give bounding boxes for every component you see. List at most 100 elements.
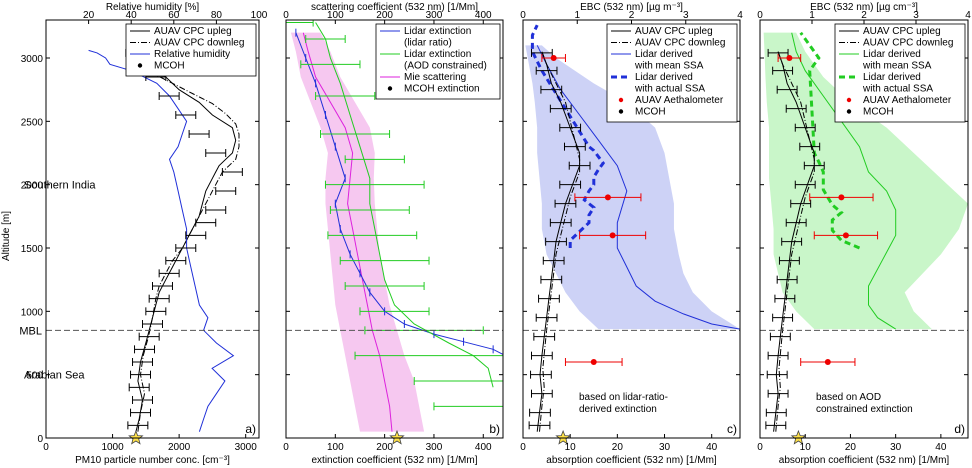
panel-annotation: constrained extinction xyxy=(816,404,913,415)
plot-area-a xyxy=(88,48,243,432)
error-bar xyxy=(132,396,153,404)
top-tick-label: 0 xyxy=(520,10,526,21)
error-bar xyxy=(300,60,361,69)
error-bar xyxy=(535,313,558,322)
x-tick-label: 200 xyxy=(376,442,393,453)
x-tick-label: 30 xyxy=(890,442,902,453)
x-tick-label: 0 xyxy=(43,442,49,453)
legend-label: with mean SSA xyxy=(862,61,932,72)
error-bar xyxy=(535,66,558,75)
x-tick-label: 10 xyxy=(565,442,577,453)
y-tick-label: 2000 xyxy=(21,181,44,192)
legend-entry: AUAV CPC upleg xyxy=(611,26,713,37)
x-axis-label: absorption coefficient (532 nm) [1/Mm] xyxy=(546,455,717,466)
y-tick-label: 3000 xyxy=(21,54,44,65)
panel-annotation: based on AOD xyxy=(816,392,881,403)
mcoh-star-marker xyxy=(555,429,571,445)
legend-label: MCOH extinction xyxy=(404,84,480,95)
legend-label: with mean SSA xyxy=(634,61,704,72)
legend-label: (lidar ratio) xyxy=(404,38,452,49)
series-line xyxy=(536,45,740,330)
aethalometer-point xyxy=(579,231,647,240)
error-bar xyxy=(433,402,503,411)
error-bar xyxy=(549,218,572,227)
axes-frame xyxy=(45,19,260,439)
x-tick-label: 40 xyxy=(706,442,718,453)
top-tick-label: 3 xyxy=(913,10,919,21)
error-bar xyxy=(533,332,556,341)
plot-area-d xyxy=(763,31,968,432)
top-tick-label: 1 xyxy=(809,10,815,21)
x-tick-label: 100 xyxy=(327,442,344,453)
legend-marker xyxy=(618,109,624,114)
series-line xyxy=(302,32,393,432)
top-axis-label: Relative humidity [%] xyxy=(106,2,200,13)
legend-entry: AUAV CPC upleg xyxy=(839,26,941,37)
legend-entry: AUAV CPC upleg xyxy=(130,26,232,37)
error-bar xyxy=(776,275,798,284)
error-bar xyxy=(359,307,430,316)
y-tick-label: 0 xyxy=(37,434,43,445)
error-bar xyxy=(799,142,821,151)
x-tick-label: 30 xyxy=(659,442,671,453)
top-tick-label: 100 xyxy=(251,10,268,21)
legend-entry: AUAV Aethalometer xyxy=(846,95,952,106)
error-bar xyxy=(286,20,314,27)
legend-label: AUAV Aethalometer xyxy=(863,95,952,106)
legend-entry: AUAV CPC downleg xyxy=(130,38,244,49)
top-tick-label: 60 xyxy=(168,10,180,21)
error-bar xyxy=(315,92,376,100)
plot-area-c xyxy=(525,24,740,432)
x-tick-label: 1000 xyxy=(101,442,124,453)
error-bar xyxy=(134,345,155,354)
error-bar xyxy=(138,332,160,341)
legend-label: with actual SSA xyxy=(862,84,933,95)
legend-label: AUAV CPC downleg xyxy=(635,38,725,49)
series-line xyxy=(137,51,240,432)
error-bar xyxy=(130,408,152,417)
error-bar xyxy=(767,351,789,360)
error-bar xyxy=(794,123,816,132)
legend-entry: AUAV Aethalometer xyxy=(618,95,724,106)
legend-marker xyxy=(846,97,852,103)
error-bar xyxy=(530,370,552,379)
legend-label: with actual SSA xyxy=(634,84,705,95)
y-tick-label: 1500 xyxy=(21,244,44,255)
legend-entry: MCOH extinction xyxy=(387,84,480,95)
series-line xyxy=(88,49,235,432)
x-tick-label: 40 xyxy=(935,442,947,453)
error-bar xyxy=(165,256,187,265)
legend: Lidar extinction(lidar ratio)Lidar extin… xyxy=(375,23,501,100)
x-tick-label: 2000 xyxy=(168,442,191,453)
error-bar xyxy=(545,237,567,246)
panel-label: c) xyxy=(727,422,737,436)
error-bar xyxy=(305,35,346,43)
aethalometer-point xyxy=(809,193,874,202)
error-bar xyxy=(540,275,563,284)
top-tick-label: 200 xyxy=(376,10,393,21)
legend-entry: AUAV CPC downleg xyxy=(611,38,725,49)
legend-label: AUAV CPC downleg xyxy=(154,38,244,49)
error-bar xyxy=(205,206,227,214)
legend-box xyxy=(375,23,501,100)
panel-annotation: derived extinction xyxy=(579,404,657,415)
region-label-southern-india: Southern India xyxy=(24,180,96,192)
top-axis-label: EBC (532 nm) [µg cm⁻³] xyxy=(810,2,918,13)
mbl-label: MBL xyxy=(19,325,42,337)
legend-label: AUAV CPC downleg xyxy=(863,38,953,49)
shared-y-axis: Altitude [m] Southern India Arabian Sea … xyxy=(1,180,96,382)
uncertainty-band xyxy=(525,45,740,330)
error-bar xyxy=(776,85,798,94)
error-bar xyxy=(324,180,425,189)
x-axis-label: extinction coefficient (532 nm) [1/Mm] xyxy=(312,455,478,466)
error-bar xyxy=(185,231,207,240)
top-tick-label: 4 xyxy=(737,10,743,21)
